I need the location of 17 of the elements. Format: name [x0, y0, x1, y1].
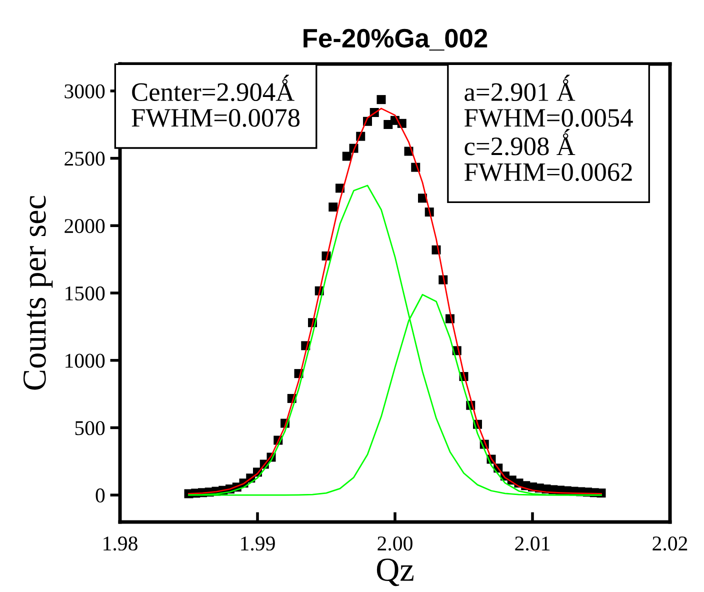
- y-tick-label: 3000: [64, 84, 105, 98]
- x-tick-label: 2.02: [652, 536, 688, 551]
- y-axis-title: Counts per sec: [23, 196, 53, 390]
- x-tick-label: 2.00: [378, 536, 412, 551]
- y-tick-label: 1000: [66, 354, 105, 368]
- y-tick-label: 1500: [66, 286, 105, 300]
- y-tick-label: 2000: [64, 219, 105, 234]
- annotation: a=2.901 Ǻ FWHM=0.0054 c=2.908 Ǻ FWHM=0.0062: [464, 74, 633, 182]
- x-tick-label: 2.01: [515, 536, 550, 551]
- y-tick-label: 2500: [64, 152, 105, 166]
- annotation: Center=2.904Ǻ FWHM=0.0078: [132, 74, 300, 127]
- x-axis-title: Qz: [376, 558, 414, 586]
- y-tick-label: 0: [96, 488, 105, 502]
- x-tick-label: 1.99: [241, 536, 275, 551]
- x-tick-label: 1.98: [104, 536, 138, 551]
- chart-title: Fe-20%Ga_002: [304, 28, 488, 51]
- y-tick-label: 500: [75, 421, 105, 436]
